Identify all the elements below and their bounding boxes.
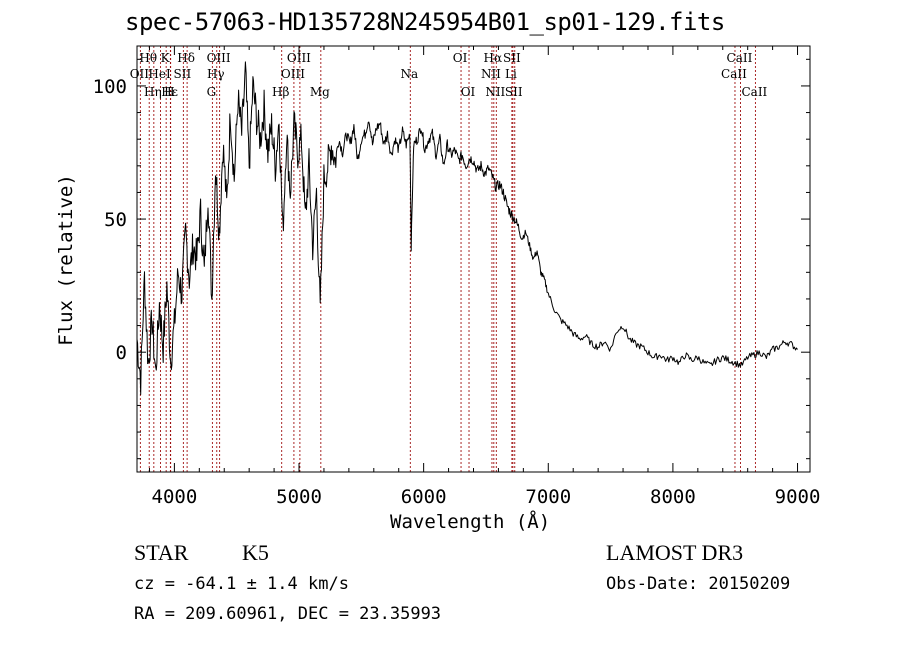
x-tick-label: 7000 (525, 486, 571, 508)
line-label: Li (505, 67, 517, 81)
x-tick-label: 4000 (152, 486, 198, 508)
flux-series (136, 61, 798, 395)
flux-line (136, 61, 798, 395)
observation-date: Obs-Date: 20150209 (606, 574, 791, 594)
line-label: CaII (727, 51, 753, 65)
line-label: Hδ (177, 51, 195, 65)
axes-frame: 4000 5000 6000 7000 8000 9000 0 50 100 (93, 45, 821, 508)
line-label: OI (461, 85, 476, 99)
x-tick-label: 5000 (276, 486, 322, 508)
line-label: OIII (281, 67, 305, 81)
line-label: OIII (207, 51, 231, 65)
line-label: Hβ (272, 85, 289, 99)
line-label: NII (481, 67, 501, 81)
x-tick-label: 8000 (650, 486, 696, 508)
object-subclass: K5 (242, 540, 269, 565)
line-label: CaII (721, 67, 747, 81)
chart-title: spec-57063-HD135728N245954B01_sp01-129.f… (125, 8, 725, 36)
line-label: K (161, 51, 171, 65)
line-label: Hη (144, 85, 162, 99)
line-label: Hγ (207, 67, 225, 81)
line-labels: Hθ OII Hη K HeI HεH Hδ SII OIII Hγ G Hβ OIII OIII Mg Na… (130, 51, 768, 99)
line-label: Hθ (139, 51, 157, 65)
line-label: OIII (287, 51, 311, 65)
survey-name: LAMOST DR3 (606, 540, 744, 565)
line-label: SII (503, 51, 521, 65)
line-label: G (207, 85, 217, 99)
x-axis-label: Wavelength (Å) (390, 511, 551, 533)
line-label: Hα (484, 51, 503, 65)
line-label: HeI (148, 67, 171, 81)
x-tick-label: 6000 (401, 486, 447, 508)
y-tick-label: 50 (104, 209, 127, 231)
y-tick-label: 100 (93, 76, 127, 98)
line-label: OI (453, 51, 468, 65)
object-class: STAR (134, 540, 189, 565)
line-label: SII (174, 67, 192, 81)
redshift-velocity: cz = -64.1 ± 1.4 km/s (134, 574, 349, 594)
line-label: SII (505, 85, 523, 99)
y-axis-label: Flux (relative) (55, 174, 77, 346)
line-label: CaII (741, 85, 767, 99)
sky-coordinates: RA = 209.60961, DEC = 23.35993 (134, 604, 442, 624)
line-label: Hε (161, 85, 178, 99)
line-label: Na (400, 67, 418, 81)
line-label: Mg (310, 85, 330, 99)
line-label: OII (130, 67, 150, 81)
line-label: NII (485, 85, 505, 99)
x-tick-label: 9000 (775, 486, 821, 508)
line-markers (139, 46, 756, 472)
y-tick-label: 0 (116, 342, 127, 364)
line-label: H (164, 85, 174, 99)
